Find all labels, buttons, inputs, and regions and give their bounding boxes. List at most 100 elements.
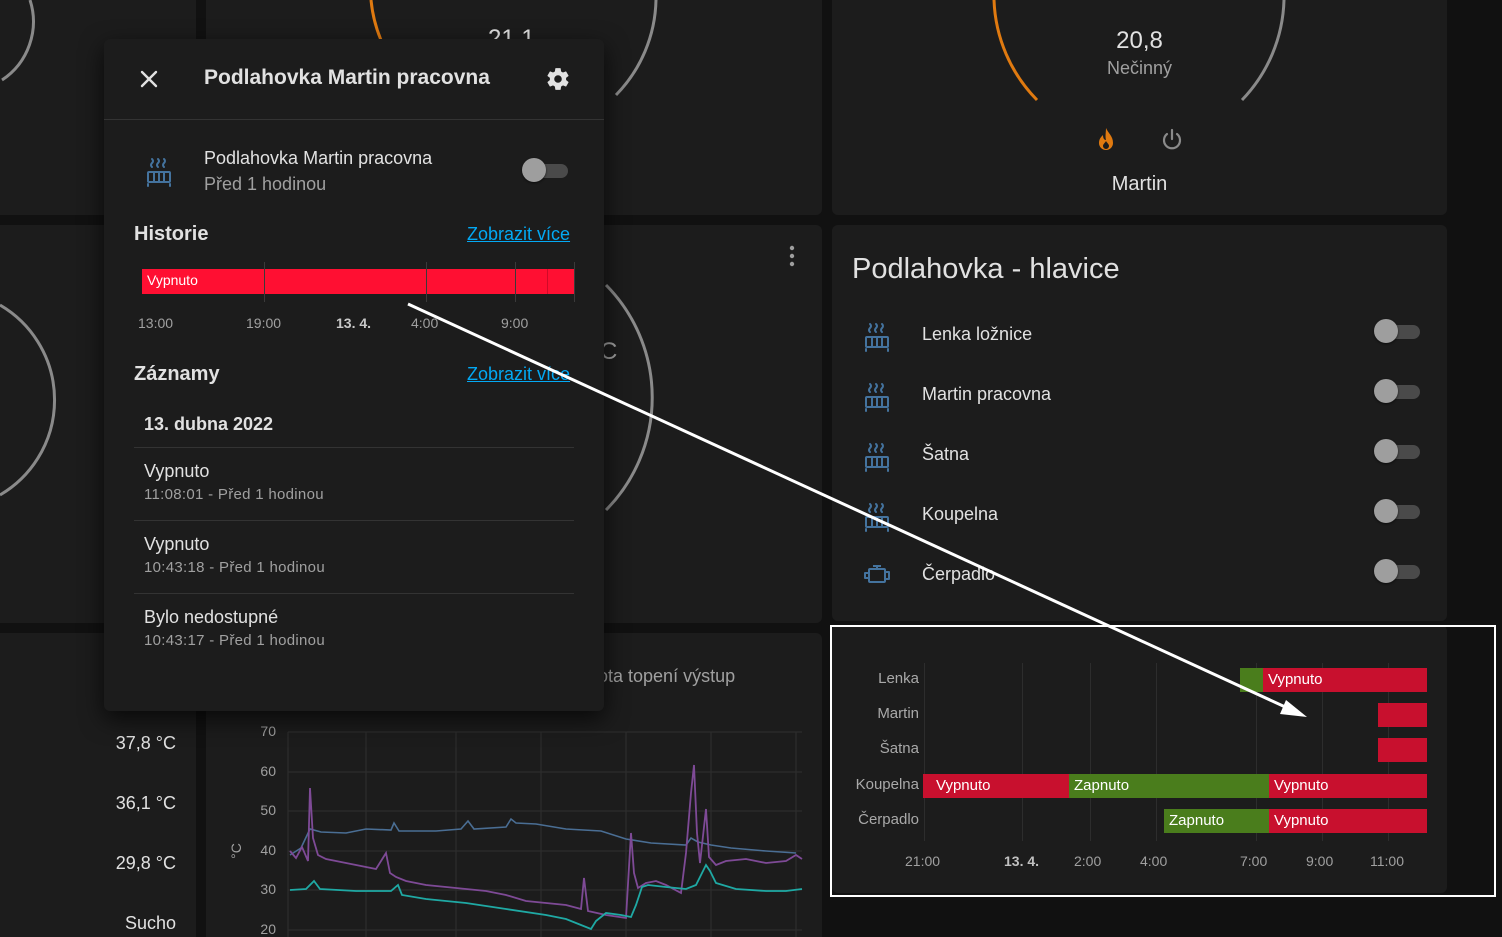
gear-icon[interactable]: [545, 66, 571, 92]
log-divider: [134, 593, 574, 594]
timeline-x-tick: 4:00: [1140, 853, 1168, 869]
entity-toggle[interactable]: [1374, 558, 1420, 584]
thermostat-temperature: 20,8: [1116, 27, 1163, 54]
timeline-segment-off[interactable]: [923, 774, 931, 798]
timeline-gridline: [1090, 663, 1091, 841]
timeline-row-label: Koupelna: [855, 776, 919, 793]
history-gridline: [574, 262, 575, 302]
y-tick-label: 20: [260, 921, 276, 937]
close-icon[interactable]: [140, 70, 158, 88]
more-vertical-icon[interactable]: [786, 245, 798, 267]
radiator-icon[interactable]: [144, 155, 174, 187]
entity-name[interactable]: Martin pracovna: [922, 384, 1052, 404]
card-title: Podlahovka - hlavice: [852, 253, 1120, 285]
engine-icon[interactable]: [862, 560, 892, 590]
radiator-icon[interactable]: [862, 500, 892, 532]
logbook-entry-time: 10:43:18 - Před 1 hodinou: [144, 559, 325, 576]
y-tick-label: 50: [260, 802, 276, 819]
timeline-x-tick: 13. 4.: [1004, 853, 1040, 869]
timeline-segment-off[interactable]: Vypnuto: [1269, 774, 1427, 798]
timeline-x-tick: 11:00: [1370, 853, 1404, 869]
history-tick-label: 13:00: [138, 315, 174, 331]
entity-name[interactable]: Čerpadlo: [922, 564, 996, 584]
sensor-value[interactable]: 29,8 °C: [115, 853, 176, 873]
sensor-value[interactable]: 37,8 °C: [115, 733, 176, 753]
logbook-entry[interactable]: Bylo nedostupné 10:43:17 - Před 1 hodinou: [144, 607, 574, 649]
history-gridline: [515, 262, 516, 302]
timeline-row-label: Čerpadlo: [858, 811, 919, 828]
entity-toggle[interactable]: [1374, 438, 1420, 464]
y-tick-label: 30: [260, 881, 276, 898]
history-tick-label: 4:00: [411, 315, 439, 331]
y-tick-label: 60: [260, 762, 276, 779]
series-purple: [289, 764, 803, 920]
timeline-segment-off[interactable]: [1378, 703, 1427, 727]
entity-name[interactable]: Šatna: [922, 444, 970, 464]
power-icon[interactable]: [1161, 128, 1183, 152]
timeline-gridline: [1022, 663, 1023, 841]
thermostat-state: Nečinný: [1106, 58, 1173, 78]
timeline-x-tick: 9:00: [1306, 853, 1334, 869]
logbook-entry-time: 10:43:17 - Před 1 hodinou: [144, 632, 325, 649]
timeline-row-label: Šatna: [879, 740, 919, 757]
timeline-segment-off[interactable]: Vypnuto: [931, 774, 1069, 798]
history-bar-label: Vypnuto: [147, 272, 198, 288]
logbook-date: 13. dubna 2022: [144, 414, 274, 434]
history-tick-label: 13. 4.: [336, 315, 372, 331]
radiator-icon[interactable]: [862, 380, 892, 412]
history-gridline: [426, 262, 427, 302]
entity-name[interactable]: Koupelna: [922, 504, 999, 524]
timeline-segment-on[interactable]: Zapnuto: [1069, 774, 1269, 798]
entity-toggle[interactable]: [522, 157, 568, 183]
series-teal: [289, 863, 803, 931]
dialog-title: Podlahovka Martin pracovna: [204, 66, 490, 89]
highlight-frame: [830, 625, 1496, 897]
entity-toggle[interactable]: [1374, 378, 1420, 404]
logbook-entry-state: Vypnuto: [144, 461, 210, 481]
entity-toggle[interactable]: [1374, 318, 1420, 344]
log-divider: [134, 447, 574, 448]
history-gridline: [264, 262, 265, 302]
timeline-segment-off[interactable]: Vypnuto: [1269, 809, 1427, 833]
series-blue: [289, 817, 797, 856]
sensor-value[interactable]: Sucho: [124, 913, 176, 933]
entity-toggle[interactable]: [1374, 498, 1420, 524]
timeline-segment-off[interactable]: [1378, 738, 1427, 762]
thermostat-arc: [992, 0, 1286, 102]
entity-last-changed: Před 1 hodinou: [204, 174, 327, 194]
radiator-icon[interactable]: [862, 440, 892, 472]
timeline-x-tick: 2:00: [1074, 853, 1102, 869]
flame-icon[interactable]: [1095, 127, 1117, 153]
history-tick-label: 9:00: [501, 315, 529, 331]
y-axis-label: °C: [227, 843, 244, 859]
entity-name[interactable]: Podlahovka Martin pracovna: [204, 148, 433, 168]
hlavice-card: Podlahovka - hlavice Lenka ložnice Martin…: [832, 225, 1447, 621]
timeline-gridline: [1322, 663, 1323, 841]
timeline-gridline: [1256, 663, 1257, 841]
thermostat-name: Martin: [1111, 173, 1168, 195]
y-tick-label: 40: [260, 841, 276, 858]
sensor-value[interactable]: 36,1 °C: [115, 793, 176, 813]
temperature-line-chart: [287, 731, 803, 937]
logbook-entry-time: 11:08:01 - Před 1 hodinou: [144, 486, 324, 503]
logbook-entry[interactable]: Vypnuto 10:43:18 - Před 1 hodinou: [144, 534, 574, 576]
entity-name[interactable]: Lenka ložnice: [922, 324, 1033, 344]
header-divider: [104, 119, 604, 120]
timeline-segment-on[interactable]: Zapnuto: [1164, 809, 1269, 833]
logbook-show-more-link[interactable]: Zobrazit více: [467, 364, 571, 384]
history-bar[interactable]: Vypnuto: [142, 269, 574, 294]
timeline-x-tick: 21:00: [905, 853, 941, 869]
logbook-entry[interactable]: Vypnuto 11:08:01 - Před 1 hodinou: [144, 461, 574, 503]
y-tick-label: 70: [260, 723, 276, 739]
logbook-entry-state: Bylo nedostupné: [144, 607, 279, 627]
timeline-gridline: [1156, 663, 1157, 841]
gauge-arc: [0, 303, 56, 497]
timeline-x-tick: 7:00: [1240, 853, 1268, 869]
logbook-heading: Záznamy: [134, 363, 220, 385]
thermostat-card-martin[interactable]: 20,8 Nečinný Martin: [832, 0, 1447, 215]
history-show-more-link[interactable]: Zobrazit více: [467, 224, 571, 244]
timeline-gridline: [924, 663, 925, 841]
more-info-dialog: Podlahovka Martin pracovna Podlahovka Ma…: [104, 39, 604, 711]
radiator-icon[interactable]: [862, 320, 892, 352]
log-divider: [134, 520, 574, 521]
